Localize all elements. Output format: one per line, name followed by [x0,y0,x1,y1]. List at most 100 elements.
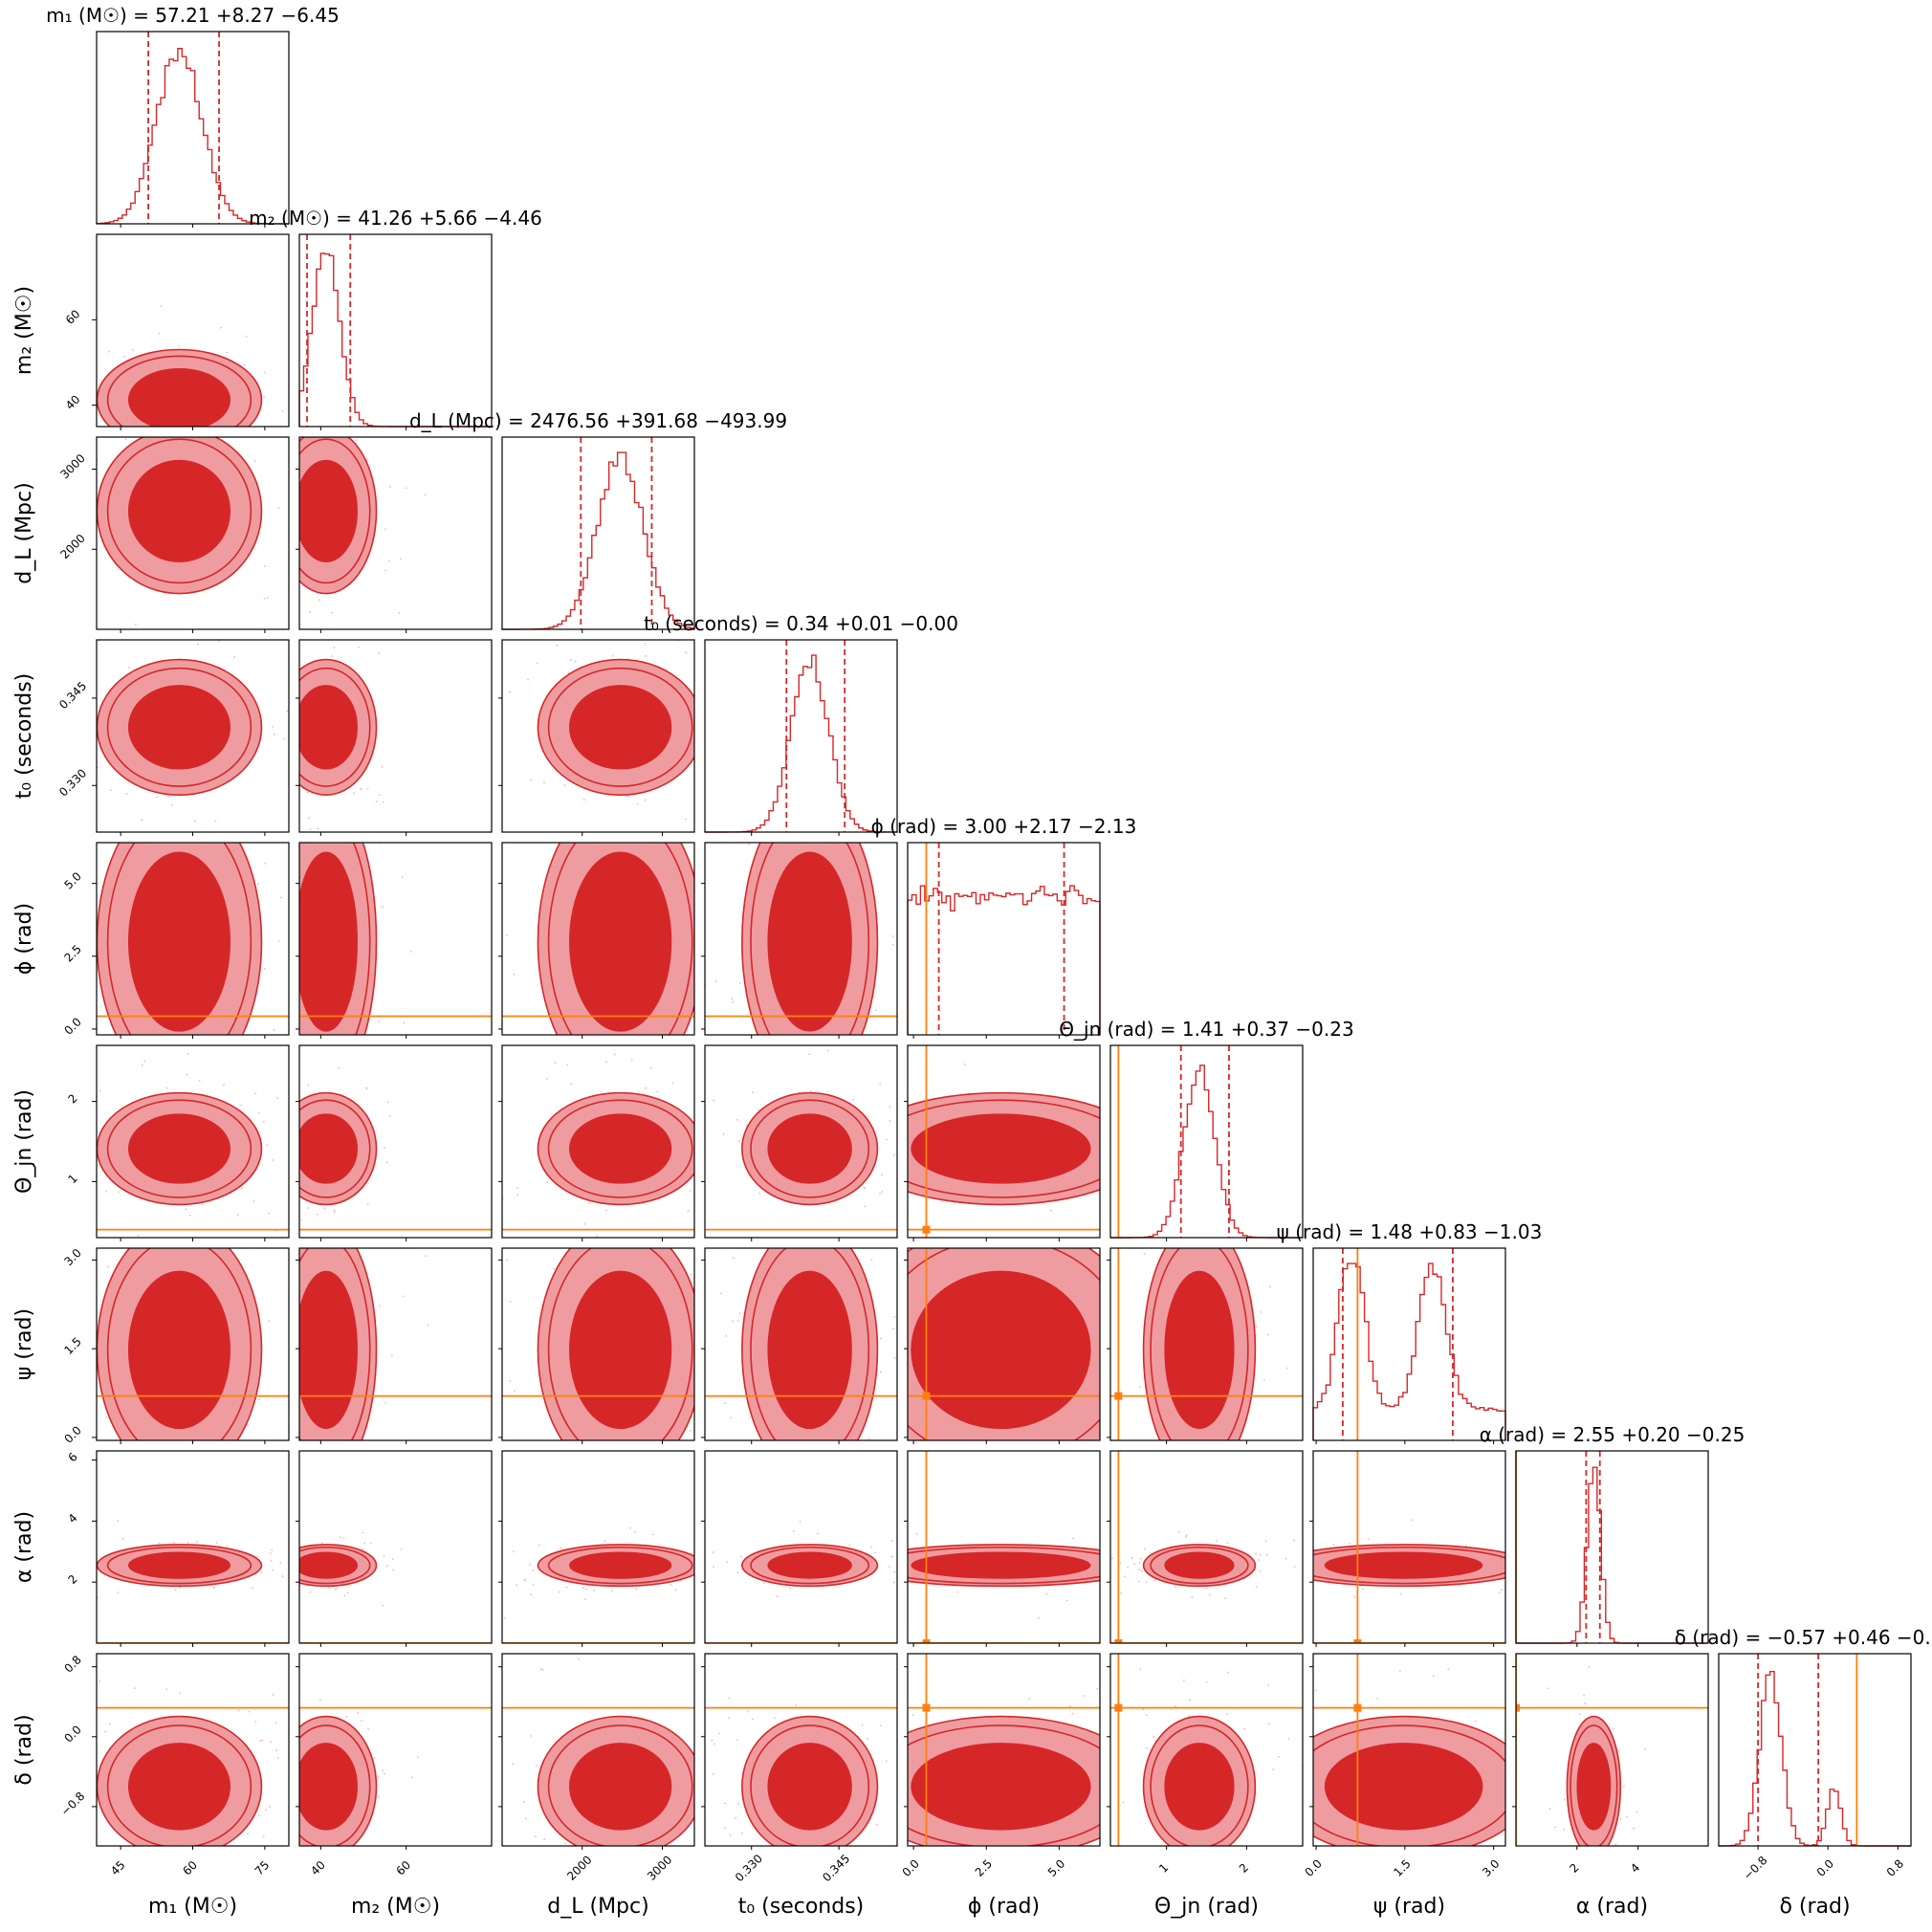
scatter-point [999,1446,1000,1448]
scatter-point [869,1886,871,1888]
scatter-point [326,1215,328,1217]
panel-frame [96,31,290,225]
panel-frame [1515,1450,1709,1644]
scatter-point [1153,1855,1154,1857]
scatter-point [201,1474,203,1476]
scatter-point [1474,1720,1477,1723]
scatter-point [99,1060,101,1062]
scatter-point [889,1120,891,1122]
scatter-point [1185,1534,1188,1537]
panel-frame [298,1450,493,1644]
contour-50 [127,1551,231,1579]
scatter-point [795,1704,798,1706]
scatter-point [209,638,210,640]
scatter-point [330,655,333,658]
contour-68 [1313,1724,1505,1846]
scatter-point [530,1593,533,1596]
scatter-point [365,1087,368,1089]
scatter-point [559,822,560,823]
scatter-point [259,1818,261,1820]
panel-frame [1312,1653,1506,1847]
panel-dL-psi [498,1247,695,1464]
contour-68 [106,1099,252,1198]
panel-m2-psi [296,1215,493,1448]
x-axis-label-m1: m₁ (M☉) [148,1895,237,1919]
scatter-point [294,776,296,778]
scatter-point [709,1092,711,1094]
contour-68 [106,667,252,787]
contour-50 [569,1113,672,1184]
scatter-point [1114,1049,1116,1051]
scatter-point [671,1082,674,1085]
scatter-point [296,1315,297,1317]
scatter-point [1217,1885,1218,1887]
x-axis-m1: 45 60 75 m₁ (M☉) [108,1858,272,1919]
scatter-point [651,1533,654,1536]
scatter-point [263,396,265,398]
scatter-point [332,1446,334,1448]
title-t0: t₀ (seconds) = 0.34 +0.01 −0.00 [644,612,958,635]
scatter-point [645,1087,647,1089]
scatter-point [545,1078,548,1081]
scatter-point [904,1163,906,1165]
contour-68 [106,1248,252,1440]
contour-50 [127,1113,231,1184]
scatter-point [803,1526,805,1528]
scatter-point [68,423,70,425]
scatter-point [272,464,274,466]
x-axis-label-phi: ϕ (rad) [968,1895,1040,1919]
scatter-point [377,1795,380,1798]
scatter-point [399,558,402,560]
x-axis-delta: −0.8 0.0 0.8 δ (rad) [1741,1854,1906,1919]
scatter-point [870,1259,873,1261]
truth-marker [1353,1639,1362,1643]
panel-phi-theta_jn [904,1044,1116,1241]
panel-frame [704,1653,898,1847]
scatter-point [585,1588,587,1591]
scatter-point [244,431,246,433]
scatter-point [730,1158,732,1160]
scatter-point [1138,1882,1140,1884]
scatter-point [607,1462,609,1464]
histogram-m2: m₂ (M☉) = 41.26 +5.66 −4.46 [249,207,542,430]
panel-t0-phi [701,842,898,1094]
contour-68 [1150,1546,1249,1585]
scatter-point [1107,1384,1109,1386]
scatter-point [110,637,112,639]
scatter-point [1146,1551,1148,1553]
scatter-point [127,667,130,670]
scatter-point [892,1581,895,1584]
scatter-point [1279,1737,1281,1739]
scatter-point [1584,1702,1586,1704]
scatter-point [724,1827,727,1830]
scatter-point [732,1000,735,1003]
scatter-point [301,819,303,821]
y-tick-label: 40 [63,392,83,412]
histogram-alpha: α (rad) = 2.55 +0.20 −0.25 [1480,1423,1745,1647]
scatter-point [264,1809,267,1811]
scatter-point [272,1693,274,1696]
scatter-point [1367,1538,1370,1540]
scatter-point [527,678,529,681]
scatter-point [1120,1592,1123,1594]
scatter-point [1278,1755,1281,1758]
scatter-point [342,1537,345,1540]
contour-68 [547,1546,693,1585]
scatter-point [774,1717,776,1719]
scatter-point [402,1295,405,1298]
panel-frame [704,1450,898,1644]
scatter-point [257,883,260,885]
scatter-point [731,1320,734,1323]
scatter-point [294,1811,296,1813]
panel-frame [1312,1450,1506,1644]
scatter-point [274,776,276,778]
scatter-point [309,1874,311,1876]
scatter-point [283,1202,285,1204]
scatter-point [258,1398,261,1401]
scatter-point [645,1042,647,1043]
panel-frame [298,1653,493,1847]
scatter-point [56,904,58,906]
scatter-point [870,1546,873,1548]
x-axis-label-alpha: α (rad) [1576,1895,1648,1919]
y-tick-label: 2.5 [61,942,83,964]
